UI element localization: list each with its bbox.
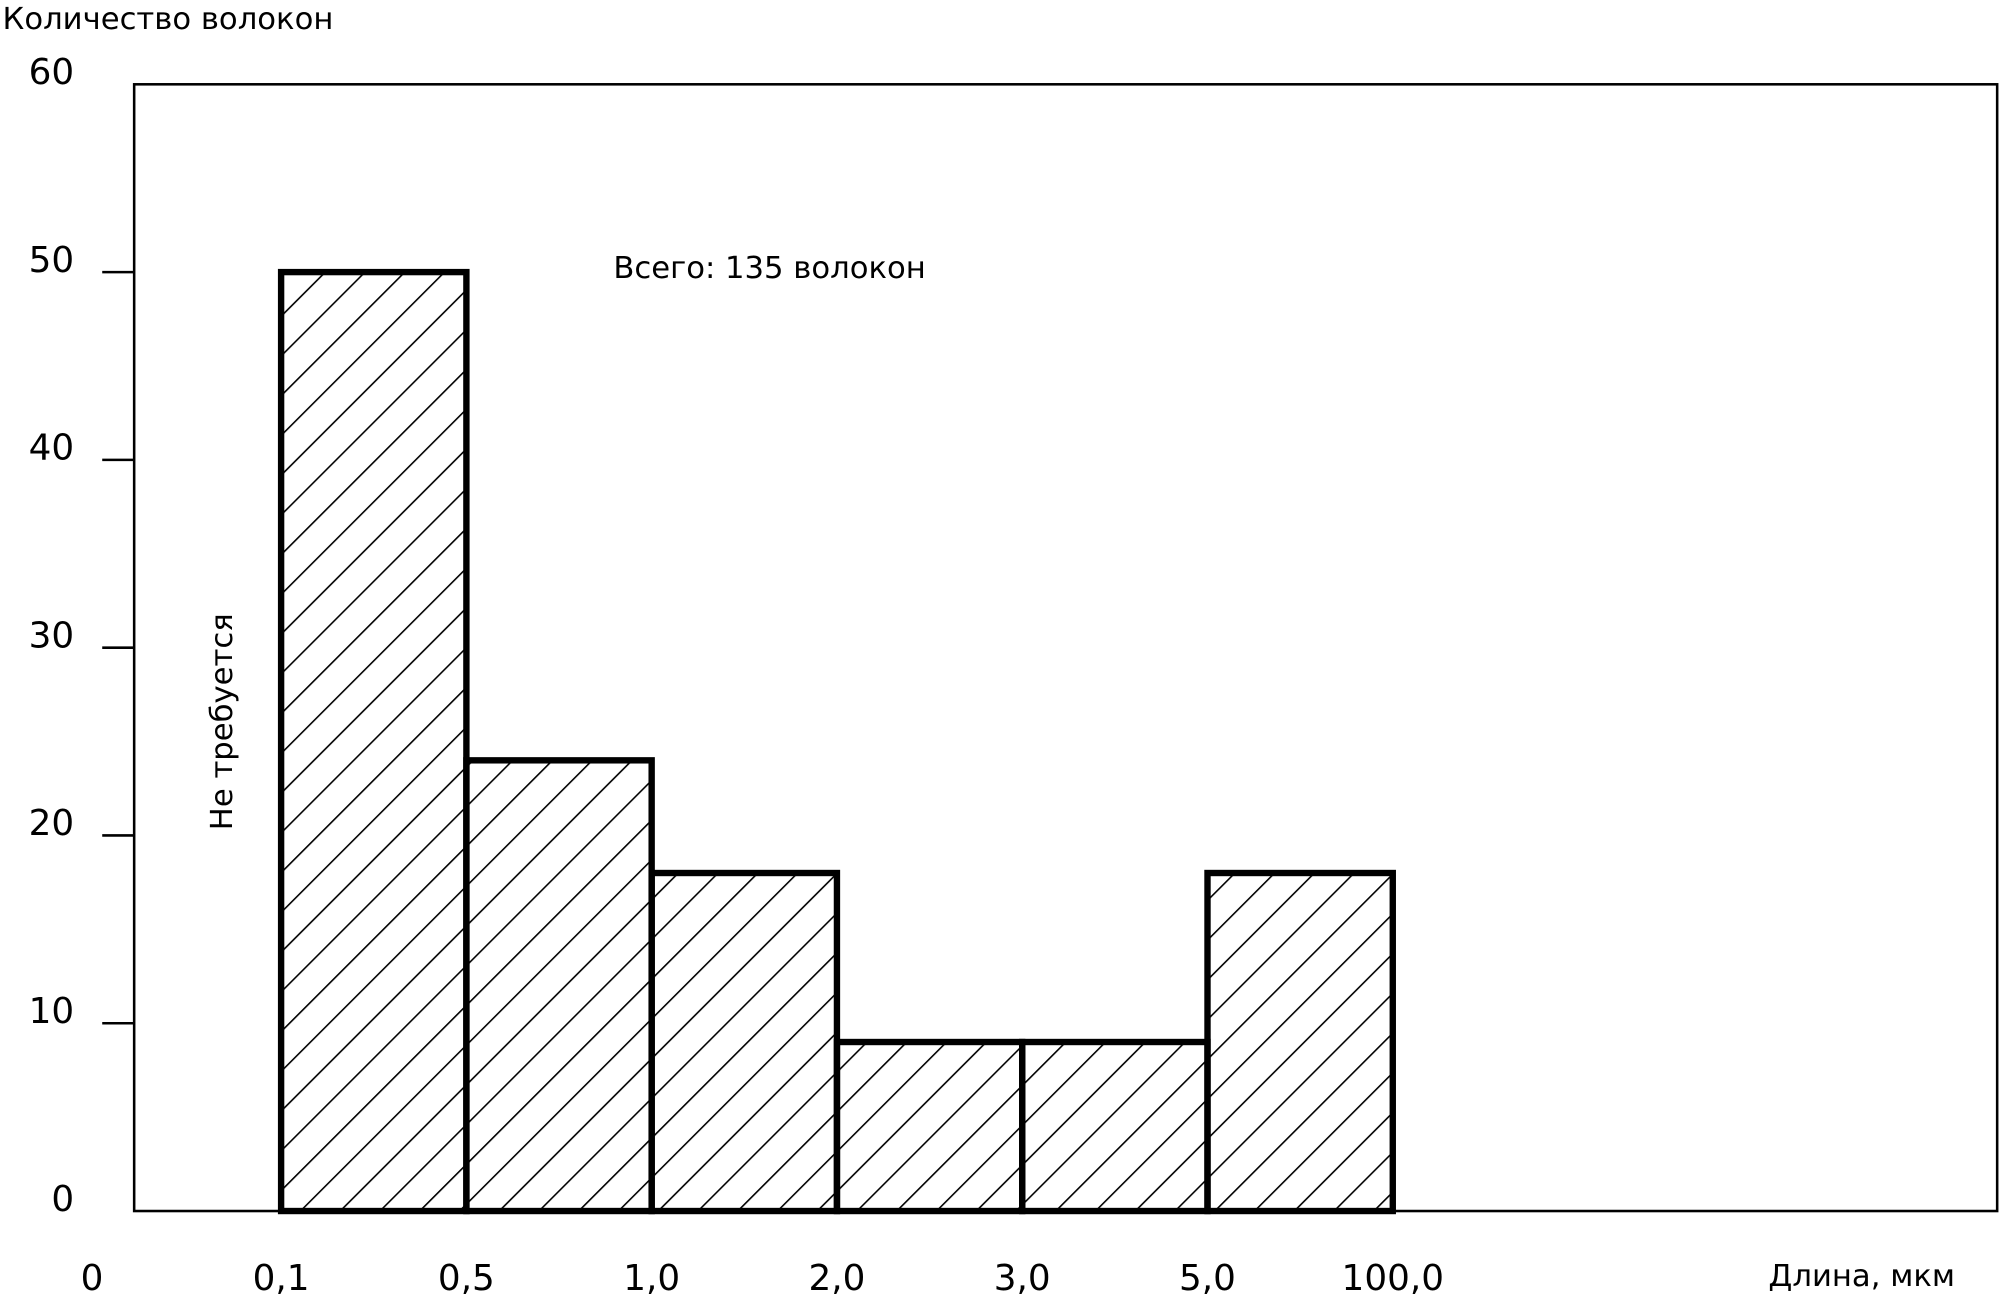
y-tick-label: 10 <box>29 991 75 1032</box>
x-tick-label: 0,1 <box>253 1258 310 1299</box>
y-tick-label: 0 <box>51 1179 74 1220</box>
x-tick-label: 0,5 <box>438 1258 495 1299</box>
y-axis-title: Количество волокон <box>3 2 334 37</box>
bar <box>1204 869 1396 1215</box>
bar <box>463 757 655 1215</box>
x-axis-title: Длина, мкм <box>1768 1259 1955 1294</box>
y-tick-label: 50 <box>29 240 75 281</box>
x-tick-label: 100,0 <box>1342 1258 1444 1299</box>
x-tick-label: 3,0 <box>994 1258 1051 1299</box>
y-tick-label: 60 <box>29 52 75 93</box>
x-tick-label: 1,0 <box>623 1258 680 1299</box>
annotation: Всего: 135 волокон <box>613 251 925 286</box>
bar <box>648 869 841 1215</box>
x-tick-label: 5,0 <box>1179 1258 1236 1299</box>
bar <box>1019 1038 1211 1215</box>
side-note: Не требуется <box>205 613 240 830</box>
y-tick-label: 30 <box>29 615 75 656</box>
bar <box>833 1038 1026 1215</box>
y-tick-label: 40 <box>29 428 75 469</box>
x-tick-label: 2,0 <box>808 1258 865 1299</box>
x-origin-label: 0 <box>81 1258 104 1299</box>
y-tick-label: 20 <box>29 803 75 844</box>
bar <box>277 268 470 1215</box>
